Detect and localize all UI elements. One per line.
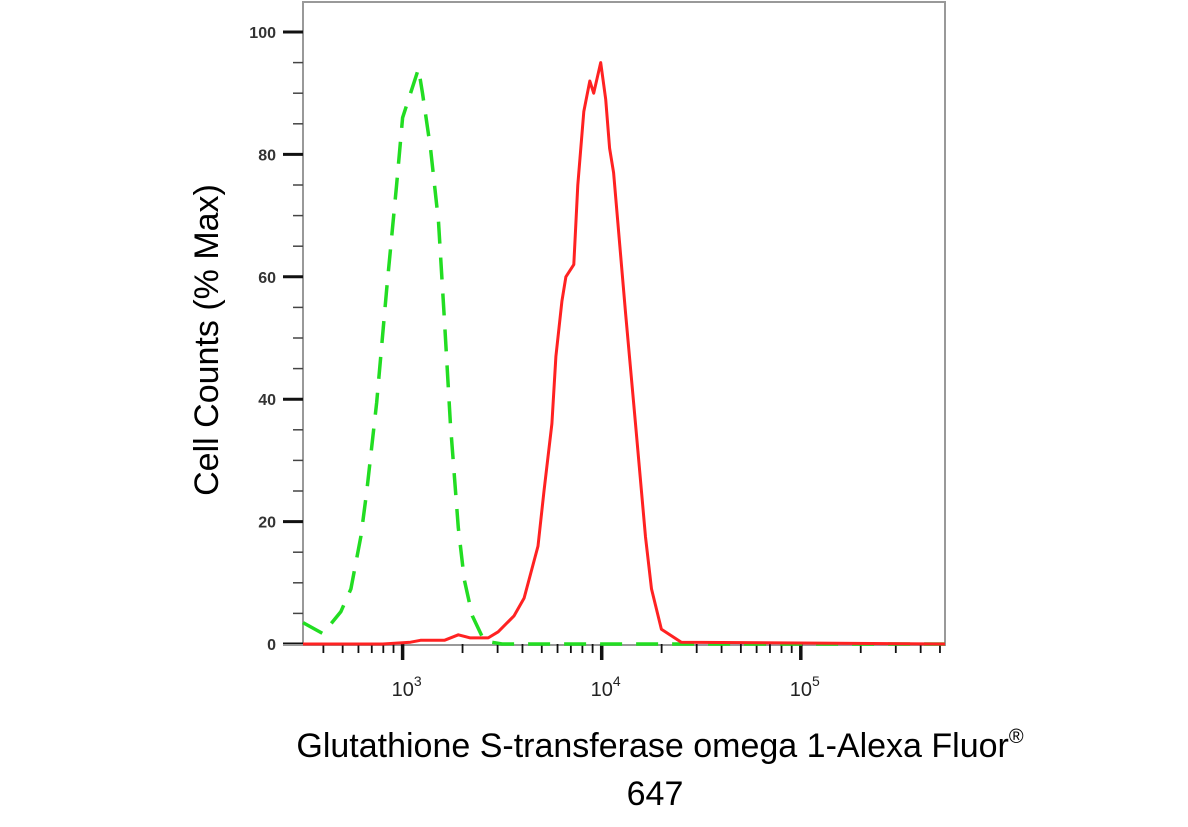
- series-line-1: [302, 66, 945, 646]
- x-tick-label: 103: [392, 673, 422, 701]
- y-axis-title: Cell Counts (% Max): [188, 184, 226, 496]
- x-tick-label: 104: [591, 673, 621, 701]
- x-tick-base: 10: [790, 679, 812, 701]
- y-tick-label: 0: [267, 637, 276, 654]
- x-axis-title-line2: 647: [627, 775, 684, 813]
- x-tick-base: 10: [591, 679, 613, 701]
- x-tick-exponent: 4: [613, 673, 621, 689]
- x-tick-label: 105: [790, 673, 820, 701]
- y-tick-label: 60: [258, 270, 276, 287]
- y-tick-label: 80: [258, 147, 276, 164]
- y-tick-label: 100: [249, 25, 276, 42]
- y-tick-label: 40: [258, 392, 276, 409]
- x-tick-exponent: 5: [812, 673, 820, 689]
- x-axis-title-text: Glutathione S-transferase omega 1-Alexa …: [296, 727, 1008, 765]
- x-axis-title-superscript: ®: [1009, 726, 1024, 748]
- x-tick-exponent: 3: [414, 673, 422, 689]
- series-line-2: [303, 61, 946, 646]
- x-tick-base: 10: [392, 679, 414, 701]
- x-axis-title: Glutathione S-transferase omega 1-Alexa …: [296, 726, 1023, 765]
- y-tick-label: 20: [258, 515, 276, 532]
- plot-frame: [302, 1, 946, 646]
